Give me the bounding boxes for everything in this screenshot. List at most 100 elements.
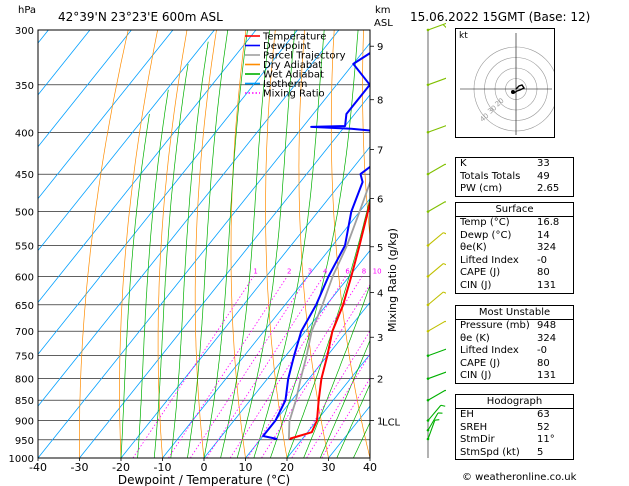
wind-barb: [426, 201, 446, 213]
location-label: 42°39'N 23°23'E 600m ASL: [58, 10, 223, 24]
panel-row-value: 52: [537, 421, 550, 433]
wind-barb: [426, 232, 446, 247]
isotherm: [38, 30, 215, 252]
mixing-ratio-line: [190, 276, 309, 458]
mixing-ratio-label: 3: [308, 267, 312, 275]
isotherm: [203, 249, 370, 458]
panel-row: StmDir 11°: [456, 434, 573, 447]
mixing-ratio-line: [321, 377, 370, 458]
panel-row-label: StmSpd (kt): [460, 446, 520, 458]
pressure-tick-label: 350: [15, 81, 34, 92]
wind-barb-half: [440, 404, 446, 407]
panel-row: K 33: [456, 158, 573, 171]
height-tick-label: 4: [377, 289, 383, 300]
wind-barb: [426, 404, 446, 422]
mixing-ratio-line: [229, 276, 346, 458]
wind-barb-base: [426, 28, 430, 32]
pressure-tick-label: 700: [15, 327, 34, 338]
wind-barb-staff: [427, 124, 446, 133]
mixing-ratio-line: [306, 353, 370, 458]
profile-parcel-trajectory: [288, 179, 370, 440]
legend-label: Wet Adiabat: [263, 70, 324, 81]
lcl-label: LCL: [382, 417, 400, 428]
wind-barb-staff: [427, 404, 442, 421]
wind-barb-base: [426, 83, 430, 87]
wind-barb-base: [426, 210, 430, 213]
panel-row-label: θe (K): [460, 332, 490, 344]
temperature-tick-label: 0: [201, 461, 208, 474]
panel-row-label: CAPE (J): [460, 267, 501, 279]
panel-row-label: EH: [460, 409, 474, 420]
temperature-tick-label: -20: [112, 461, 130, 474]
panel-row-value: 131: [537, 279, 557, 291]
wind-barb-base: [426, 428, 430, 432]
panel-row: StmSpd (kt) 5: [456, 447, 573, 460]
wind-barb: [426, 22, 446, 32]
pressure-tick-label: 500: [15, 208, 34, 219]
panel-row: Lifted Index -0: [456, 255, 573, 268]
wind-barb-base: [426, 437, 430, 441]
wind-barb-base: [426, 398, 430, 402]
pressure-unit-label: hPa: [18, 5, 37, 16]
panel-row-value: 131: [537, 370, 557, 382]
wind-barb-base: [426, 303, 430, 307]
wind-barb: [426, 348, 446, 358]
dry-adiabat: [330, 30, 370, 458]
hodograph-ring-label: 40: [478, 112, 490, 124]
dry-adiabat: [119, 30, 158, 458]
panel-row: CAPE (J) 80: [456, 267, 573, 280]
wind-barb-flag: [445, 163, 446, 169]
wind-barb-half: [434, 419, 440, 421]
y2-axis-title: Mixing Ratio (g/kg): [386, 228, 399, 332]
wind-barb: [426, 389, 446, 402]
wind-barb-half: [442, 24, 446, 29]
height-tick-label: 6: [377, 195, 383, 206]
wet-adiabat: [236, 30, 296, 458]
panel-row: CAPE (J) 80: [456, 358, 573, 371]
wet-adiabat: [120, 113, 150, 458]
pressure-tick-label: 900: [15, 417, 34, 428]
panel-row-value: 5: [537, 446, 544, 458]
panel-row-value: -0: [537, 345, 547, 357]
panel-row-value: 11°: [537, 434, 555, 446]
panel-row: θe (K) 324: [456, 333, 573, 346]
panel-row-value: 2.65: [537, 183, 560, 195]
panel-row: SREH 52: [456, 422, 573, 435]
wind-barb: [426, 163, 446, 176]
wind-barb-base: [426, 275, 430, 278]
hodograph-ring-label: 20: [494, 97, 506, 109]
temperature-tick-label: 40: [363, 461, 377, 474]
isotherm: [38, 42, 370, 458]
mixing-ratio-line: [291, 330, 370, 458]
legend-label: Dewpoint: [263, 41, 311, 52]
panel-row-label: SREH: [460, 421, 488, 433]
height-unit-label: km: [375, 5, 391, 16]
wind-barb-staff: [427, 232, 444, 246]
panel-row-label: K: [460, 158, 467, 169]
datetime-label: 15.06.2022 15GMT (Base: 12): [410, 10, 591, 24]
mixing-ratio-line: [132, 276, 254, 458]
isotherm: [38, 30, 298, 355]
height-unit-sub-label: ASL: [374, 18, 393, 29]
panel-row: Temp (°C) 16.8: [456, 217, 573, 230]
wind-barb-staff: [427, 320, 446, 332]
panel-row-label: θe(K): [460, 242, 487, 254]
isotherm: [38, 30, 257, 304]
wind-barb-half: [443, 232, 446, 235]
mixing-ratio-line: [168, 276, 288, 458]
panel-row-value: 16.8: [537, 217, 560, 228]
panel-row-value: 80: [537, 267, 550, 279]
indices-panel: K 33 Totals Totals 49 PW (cm) 2.65: [455, 157, 574, 197]
legend-label: Temperature: [262, 32, 326, 43]
panel-row-value: -0: [537, 254, 547, 266]
pressure-tick-label: 950: [15, 436, 34, 447]
wet-adiabat: [253, 30, 325, 458]
pressure-tick-label: 800: [15, 375, 34, 386]
wind-barb-base: [426, 377, 430, 380]
surface-panel: Surface Temp (°C) 16.8 Dewp (°C) 14 θe(K) 324…: [455, 202, 574, 294]
wind-barb: [426, 124, 446, 134]
wet-adiabat: [270, 30, 359, 458]
height-tick-label: 3: [377, 333, 383, 344]
panel-row: CIN (J) 131: [456, 280, 573, 293]
mixing-ratio-line: [206, 276, 324, 458]
